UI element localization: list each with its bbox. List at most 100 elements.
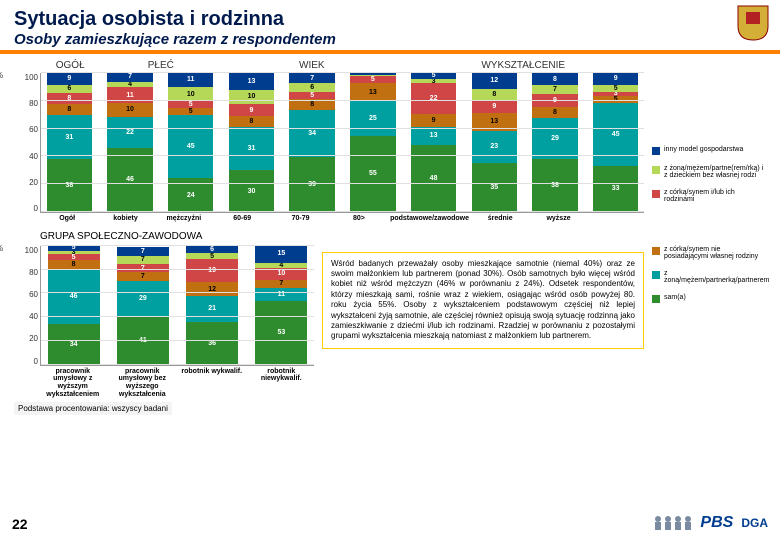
ytick: 100 [14,246,38,255]
bar-segment: 46 [48,270,100,325]
bar-column: 3031891013 [223,72,280,212]
bar-column: 41297777 [110,245,175,365]
legend-label: z żoną/mężem/partnerką/partnerem [664,270,769,284]
bar-segment: 46 [107,148,152,212]
bar-segment: 34 [289,110,334,158]
bar-segment: 10 [107,103,152,117]
bar-column: 4622101147 [102,72,159,212]
page-number: 22 [12,516,28,532]
legend-swatch [652,295,660,303]
bar-column: 34468535 [41,245,106,365]
x-label: pracownik umysłowy bez wyższego wykształ… [110,368,176,399]
bar-segment: 8 [48,260,100,270]
stacked-bar: 3031891013 [229,72,274,212]
ytick: 60 [14,125,38,134]
group-wyk: WYKSZTAŁCENIE [402,60,644,71]
bar-segment: 7 [117,256,169,264]
bar-segment: 13 [229,72,274,90]
bar-segment: 5 [168,101,213,108]
chart1-xlabels: Ogółkobietymężczyźni60-6970-7980>podstaw… [40,213,644,223]
bar-segment: 10 [168,87,213,101]
bar-segment: 29 [532,118,577,159]
pct-label: % [0,71,3,80]
bar-segment: 45 [593,103,638,166]
bar-segment: 7 [255,280,307,288]
bar-segment: 48 [411,145,456,212]
bar-column: 33455359 [587,72,644,212]
bar-segment: 12 [186,282,238,296]
stacked-bar: 4622101147 [107,72,152,212]
chart2-row: % 100806040200 3446853541297777362112195… [14,246,314,366]
bar-segment: 31 [229,127,274,170]
bar-segment: 11 [255,288,307,301]
bar-segment: 6 [47,85,92,93]
bar-segment: 7 [117,272,169,280]
ytick: 80 [14,268,38,277]
bar-segment: 13 [411,127,456,145]
legend-item: z żoną/mężem/partnerką/partnerem [652,270,766,284]
legend-item: sam(a) [652,294,766,303]
ytick: 60 [14,290,38,299]
bar-segment: 13 [472,113,517,131]
bar-segment: 55 [350,136,395,212]
bar-segment: 8 [532,73,577,84]
bar-segment: 29 [117,281,169,316]
bar-column: 481392235 [405,72,462,212]
legend-swatch [652,247,660,255]
bar-segment: 5 [593,85,638,92]
bar-segment: 36 [186,322,238,365]
bar-segment: 38 [532,159,577,212]
group-ogol: OGÓŁ [40,60,100,71]
bar-segment: 39 [289,157,334,212]
bar-segment: 7 [117,264,169,272]
legend-swatch [652,190,660,198]
x-label: mężczyźni [157,215,211,223]
stacked-bar: 3523139812 [472,72,517,212]
bar-segment: 5 [350,76,395,83]
coat-of-arms-icon [736,4,770,42]
legend-item: z żoną/mężem/partne(rem/rką) i z dziecki… [652,165,766,179]
x-label: robotnik niewykwalif. [249,368,315,399]
bar-segment: 13 [350,83,395,101]
stacked-bar: 3621121956 [186,245,238,365]
dga-logo: DGA [741,516,768,530]
bar-segment: 38 [47,159,92,212]
pbs-logo: PBS [700,514,733,532]
ytick: 0 [14,357,38,366]
bar-segment: 34 [48,324,100,364]
legend-swatch [652,166,660,174]
stacked-bar: 5311710415 [255,245,307,365]
bar-segment: 7 [289,73,334,83]
chart1-group-headers: OGÓŁ PŁEĆ WIEK WYKSZTAŁCENIE [14,60,766,71]
x-label: podstawowe/zawodowe [390,215,469,223]
bar-segment: 7 [532,85,577,95]
bar-column: 38318869 [41,72,98,212]
bar-segment: 22 [107,117,152,148]
bar-segment: 7 [107,72,152,82]
stacked-bar: 38318869 [47,72,92,212]
bar-segment: 8 [229,116,274,127]
legend: inny model gospodarstwaz żoną/mężem/part… [644,146,766,213]
bar-column: 38298978 [527,72,584,212]
bar-segment: 15 [255,245,307,263]
group-zawod: GRUPA SPOŁECZNO-ZAWODOWA [40,231,340,242]
bar-segment: 9 [411,114,456,127]
bar-segment: 33 [593,166,638,212]
footnote: Podstawa procentowania: wszyscy badani [14,402,172,415]
ytick: 80 [14,99,38,108]
legend-item: z córką/synem nie posiadającymi własnej … [652,246,766,260]
bar-segment: 41 [117,316,169,365]
group-plec: PŁEĆ [100,60,221,71]
stacked-bar: 41297777 [117,245,169,365]
stacked-bar: 33455359 [593,72,638,212]
bar-segment: 10 [229,90,274,104]
stacked-bar: 481392235 [411,72,456,212]
bar-segment: 11 [168,72,213,87]
bar-column: 3621121956 [180,245,245,365]
bar-segment: 9 [47,72,92,85]
bar-segment: 24 [168,178,213,212]
legend-swatch [652,147,660,155]
bar-segment: 5 [168,108,213,115]
people-icon [652,514,692,532]
bar-segment: 22 [411,83,456,114]
